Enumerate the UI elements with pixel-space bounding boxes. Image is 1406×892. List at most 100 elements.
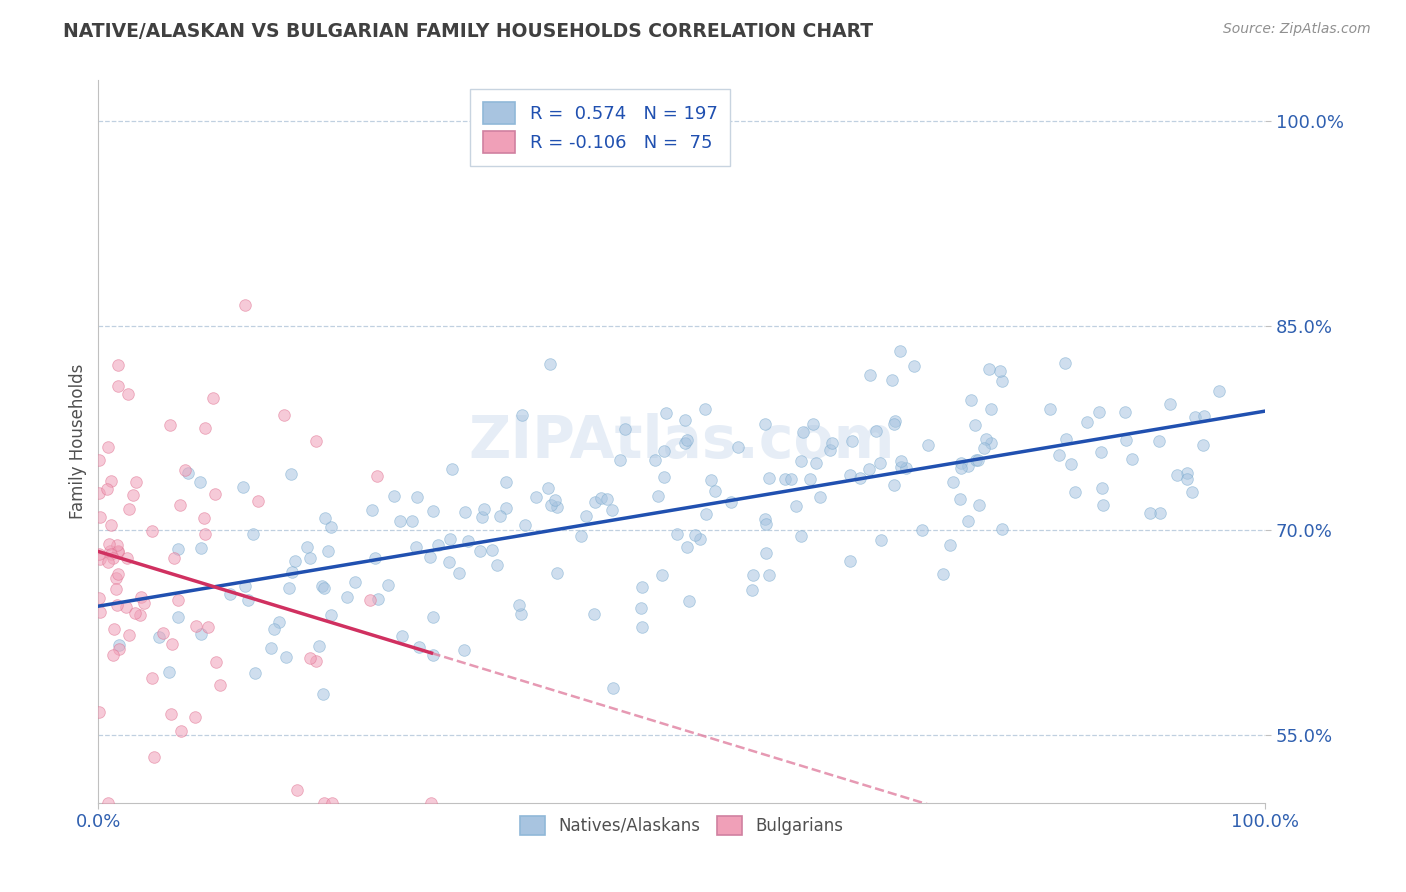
Point xyxy=(1159,397,1181,411)
Point xyxy=(245,666,267,681)
Point xyxy=(1091,481,1114,495)
Point xyxy=(124,606,146,620)
Point xyxy=(949,492,972,507)
Point xyxy=(665,527,688,541)
Point xyxy=(141,671,163,685)
Point xyxy=(870,533,893,547)
Point xyxy=(312,796,335,810)
Point xyxy=(683,528,706,542)
Point xyxy=(1184,409,1206,424)
Point xyxy=(314,581,336,595)
Point xyxy=(583,495,606,509)
Point xyxy=(727,440,749,454)
Point xyxy=(194,527,217,541)
Point xyxy=(990,522,1012,536)
Point xyxy=(285,782,308,797)
Point xyxy=(883,478,905,492)
Point xyxy=(673,413,696,427)
Point xyxy=(159,665,181,679)
Point xyxy=(804,456,827,470)
Point xyxy=(87,706,110,720)
Point xyxy=(115,599,138,614)
Point xyxy=(495,475,517,490)
Point xyxy=(233,579,256,593)
Point xyxy=(280,467,302,481)
Point xyxy=(319,608,342,623)
Point xyxy=(880,373,903,387)
Point xyxy=(177,466,200,480)
Point xyxy=(647,489,669,503)
Point xyxy=(142,750,165,764)
Point xyxy=(233,298,256,312)
Y-axis label: Family Households: Family Households xyxy=(69,364,87,519)
Point xyxy=(457,533,479,548)
Point xyxy=(405,540,427,554)
Point xyxy=(408,640,430,654)
Point xyxy=(97,796,120,810)
Point xyxy=(89,591,111,606)
Point xyxy=(651,567,673,582)
Point xyxy=(546,566,568,580)
Point xyxy=(141,524,163,539)
Point xyxy=(911,523,934,537)
Point xyxy=(242,527,264,541)
Point xyxy=(103,550,125,565)
Point xyxy=(471,509,494,524)
Point xyxy=(105,599,128,613)
Point xyxy=(472,501,495,516)
Point xyxy=(278,582,301,596)
Point xyxy=(932,567,955,582)
Point xyxy=(419,550,441,565)
Point xyxy=(361,503,384,517)
Point xyxy=(193,420,215,434)
Point xyxy=(125,475,148,490)
Point xyxy=(193,510,215,524)
Point xyxy=(775,472,797,486)
Point xyxy=(439,532,461,546)
Point xyxy=(957,515,980,529)
Point xyxy=(754,517,776,532)
Point xyxy=(204,487,226,501)
Point xyxy=(263,622,285,636)
Point xyxy=(780,472,803,486)
Point xyxy=(1175,466,1198,480)
Point xyxy=(755,546,778,560)
Point xyxy=(609,453,631,467)
Point xyxy=(152,625,174,640)
Point xyxy=(495,501,517,516)
Point xyxy=(426,539,449,553)
Point xyxy=(382,489,405,503)
Point xyxy=(600,503,623,517)
Point xyxy=(295,540,318,554)
Point xyxy=(980,402,1002,417)
Point xyxy=(486,558,509,572)
Point xyxy=(939,538,962,552)
Point xyxy=(184,618,207,632)
Point xyxy=(437,555,460,569)
Point xyxy=(100,475,122,489)
Point xyxy=(742,568,765,582)
Point xyxy=(540,498,562,512)
Point xyxy=(364,551,387,566)
Point xyxy=(87,453,110,467)
Point xyxy=(631,580,654,594)
Point xyxy=(115,550,138,565)
Point xyxy=(470,544,492,558)
Point xyxy=(644,453,666,467)
Point xyxy=(174,463,197,477)
Point xyxy=(754,417,776,432)
Point xyxy=(631,620,654,634)
Point xyxy=(990,374,1012,388)
Point xyxy=(810,491,832,505)
Point xyxy=(311,687,333,701)
Point xyxy=(792,425,814,440)
Point xyxy=(790,529,813,543)
Point xyxy=(316,544,339,558)
Point xyxy=(107,378,129,392)
Point xyxy=(260,641,283,656)
Point xyxy=(190,627,212,641)
Point xyxy=(422,503,444,517)
Point xyxy=(884,414,907,428)
Point xyxy=(949,457,972,471)
Point xyxy=(963,417,986,432)
